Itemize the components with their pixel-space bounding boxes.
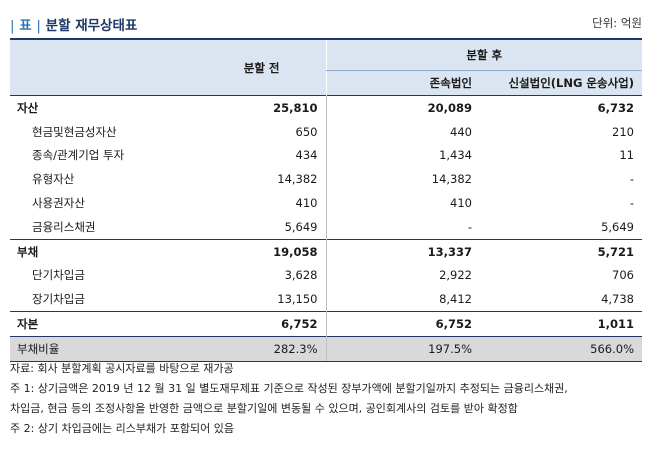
cell-before: 434 bbox=[295, 148, 318, 163]
cell-surviving: 410 bbox=[325, 191, 480, 215]
header-new-corp: 신설법인(LNG 운송사업) bbox=[508, 76, 634, 90]
cell-before: 25,810 bbox=[190, 94, 326, 120]
cell-new-corp: 1,011 bbox=[480, 311, 642, 337]
row-label: 부채 bbox=[10, 238, 190, 264]
row-label: 사용권자산 bbox=[32, 196, 85, 211]
cell-surviving: 20,089 bbox=[325, 94, 480, 120]
cell-surviving: 13,337 bbox=[325, 238, 480, 264]
cell-before: 410 bbox=[295, 196, 318, 211]
cell-before: 282.3% bbox=[190, 335, 326, 362]
title-bar-mid: | bbox=[36, 18, 41, 34]
note-1-line-2: 차입금, 현금 등의 조정사항을 반영한 금액으로 분할기일에 변동될 수 있으… bbox=[10, 402, 518, 415]
header-surviving: 존속법인 bbox=[325, 70, 480, 96]
header-corner bbox=[10, 40, 190, 96]
note-2: 주 2: 상기 차입금에는 리스부채가 포함되어 있음 bbox=[10, 422, 234, 435]
cell-surviving: 8,412 bbox=[325, 287, 480, 312]
cell-new-corp: - bbox=[629, 196, 634, 211]
cell-new-corp: 210 bbox=[612, 124, 634, 139]
table-row: 사용권자산 410 410 - bbox=[10, 191, 642, 215]
table-body: 자산 25,810 20,089 6,732 현금및현금성자산 650 440 210 종속/관… bbox=[10, 94, 642, 362]
cell-new-corp: 566.0% bbox=[480, 335, 642, 362]
row-label: 종속/관계기업 투자 bbox=[32, 148, 125, 163]
table-title: | 표 | 분할 재무상태표 bbox=[10, 14, 137, 34]
title-text: 분할 재무상태표 bbox=[45, 18, 138, 34]
table-row: 자산 25,810 20,089 6,732 bbox=[10, 94, 642, 120]
cell-surviving: 6,752 bbox=[325, 311, 480, 337]
table-row: 유형자산 14,382 14,382 - bbox=[10, 167, 642, 192]
cell-before: 3,628 bbox=[284, 268, 318, 283]
cell-before: 5,649 bbox=[284, 219, 318, 234]
header-before: 분할 전 bbox=[243, 60, 280, 75]
table-tag: 표 bbox=[19, 18, 32, 34]
cell-surviving: 2,922 bbox=[325, 263, 480, 288]
top-rule bbox=[10, 38, 642, 40]
cell-new-corp: 11 bbox=[619, 148, 634, 163]
cell-new-corp: 6,732 bbox=[480, 94, 642, 120]
cell-before: 19,058 bbox=[190, 238, 326, 264]
note-source: 자료: 회사 분할계획 공시자료를 바탕으로 재가공 bbox=[10, 362, 234, 375]
cell-before: 650 bbox=[295, 124, 318, 139]
header-after: 분할 후 bbox=[325, 40, 642, 71]
cell-before: 6,752 bbox=[190, 311, 326, 337]
table-row: 자본 6,752 6,752 1,011 bbox=[10, 311, 642, 337]
title-bar-left: | bbox=[10, 18, 15, 34]
row-label: 현금및현금성자산 bbox=[32, 124, 117, 139]
cell-surviving: 440 bbox=[325, 119, 480, 144]
header-row-1: 분할 전 분할 후 bbox=[10, 40, 642, 75]
table-row: 부채 19,058 13,337 5,721 bbox=[10, 238, 642, 264]
table-row: 종속/관계기업 투자 434 1,434 11 bbox=[10, 143, 642, 168]
row-label: 단기차입금 bbox=[32, 268, 85, 283]
row-label: 유형자산 bbox=[32, 172, 75, 187]
table-row: 장기차입금 13,150 8,412 4,738 bbox=[10, 287, 642, 312]
unit-label: 단위: 억원 bbox=[592, 16, 642, 30]
table-header-row: | 표 | 분할 재무상태표 단위: 억원 bbox=[10, 14, 642, 36]
cell-new-corp: 4,738 bbox=[601, 292, 634, 307]
note-1-line-1: 주 1: 상기금액은 2019 년 12 월 31 일 별도재무제표 기준으로 … bbox=[10, 382, 568, 395]
table-row: 부채비율 282.3% 197.5% 566.0% bbox=[10, 335, 642, 362]
cell-new-corp: - bbox=[629, 172, 634, 187]
cell-new-corp: 706 bbox=[612, 268, 634, 283]
cell-surviving: 14,382 bbox=[325, 167, 480, 192]
balance-sheet-table: 분할 전 분할 후 존속법인 신설법인(LNG 운송사업) 자산 25,810 20… bbox=[10, 40, 642, 362]
table-row: 단기차입금 3,628 2,922 706 bbox=[10, 263, 642, 288]
table-row: 현금및현금성자산 650 440 210 bbox=[10, 119, 642, 144]
cell-before: 14,382 bbox=[277, 172, 318, 187]
row-label: 장기차입금 bbox=[32, 292, 85, 307]
cell-new-corp: 5,721 bbox=[480, 238, 642, 264]
row-label: 부채비율 bbox=[10, 335, 190, 362]
cell-surviving: 1,434 bbox=[325, 143, 480, 168]
cell-before: 13,150 bbox=[277, 292, 318, 307]
cell-surviving: 197.5% bbox=[325, 335, 480, 362]
table-row: 금융리스채권 5,649-5,649 bbox=[10, 214, 642, 240]
row-label: 자본 bbox=[10, 311, 190, 337]
cell-new-corp: 5,649 bbox=[601, 219, 634, 234]
cell-surviving: - bbox=[325, 214, 480, 240]
row-label: 금융리스채권 bbox=[32, 219, 96, 234]
row-label: 자산 bbox=[10, 94, 190, 120]
footnotes: 자료: 회사 분할계획 공시자료를 바탕으로 재가공 주 1: 상기금액은 20… bbox=[10, 359, 642, 439]
